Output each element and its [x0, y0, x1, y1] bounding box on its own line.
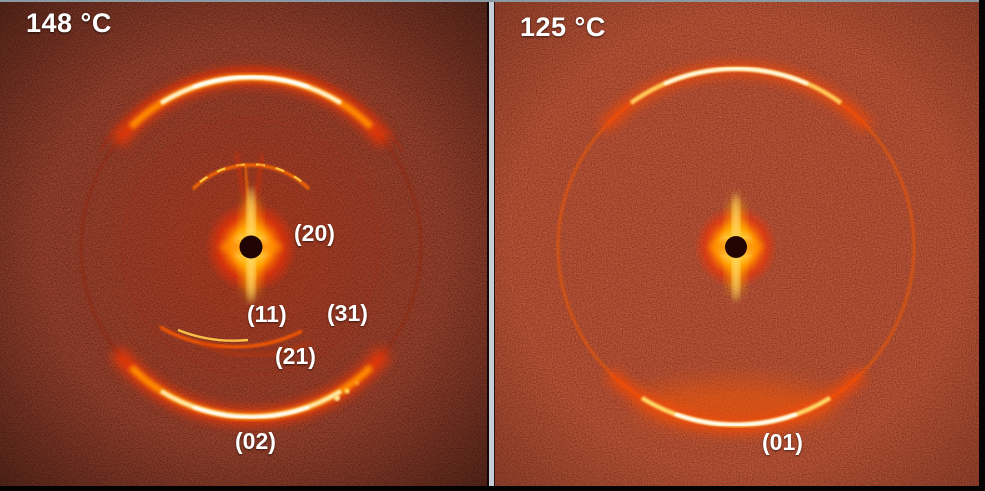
panel-divider [487, 0, 495, 491]
diffraction-pattern-right [495, 2, 979, 486]
reflection-label-31: (31) [327, 300, 368, 326]
right-border [979, 0, 985, 491]
top-border [0, 0, 985, 2]
temperature-label-right: 125 °C [520, 12, 606, 42]
beamstop-right [725, 236, 747, 258]
beamstop-left [239, 235, 263, 259]
panel-148c: 148 °C (20) (11) (31) (21) (02) [0, 2, 487, 486]
bottom-border [0, 486, 985, 491]
reflection-label-11: (11) [247, 301, 287, 327]
ring-01 [556, 63, 916, 432]
reflection-label-20: (20) [294, 220, 335, 246]
panel-125c: 125 °C (01) [495, 2, 979, 486]
reflection-label-21: (21) [275, 343, 316, 369]
temperature-label-left: 148 °C [26, 8, 112, 38]
outer-ring-02 [80, 66, 422, 425]
beamstop-glow-left [120, 151, 297, 335]
ring-21 [199, 340, 311, 357]
reflection-label-01: (01) [762, 429, 803, 455]
reflection-label-02: (02) [235, 428, 276, 454]
beamstop-glow-right [694, 182, 778, 314]
diffraction-pattern-left [0, 2, 487, 486]
ring-11 [159, 325, 303, 349]
